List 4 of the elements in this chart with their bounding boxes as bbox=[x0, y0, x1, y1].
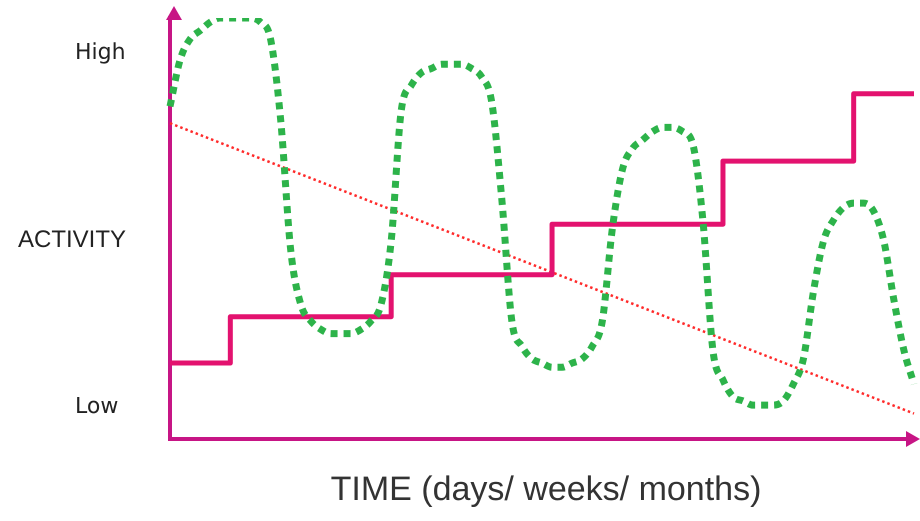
text: Low bbox=[75, 394, 118, 419]
text: High bbox=[75, 40, 126, 65]
x-axis-title: TIME (days/ weeks/ months) bbox=[330, 470, 762, 509]
y-axis-title: ACTIVITY bbox=[18, 226, 126, 254]
